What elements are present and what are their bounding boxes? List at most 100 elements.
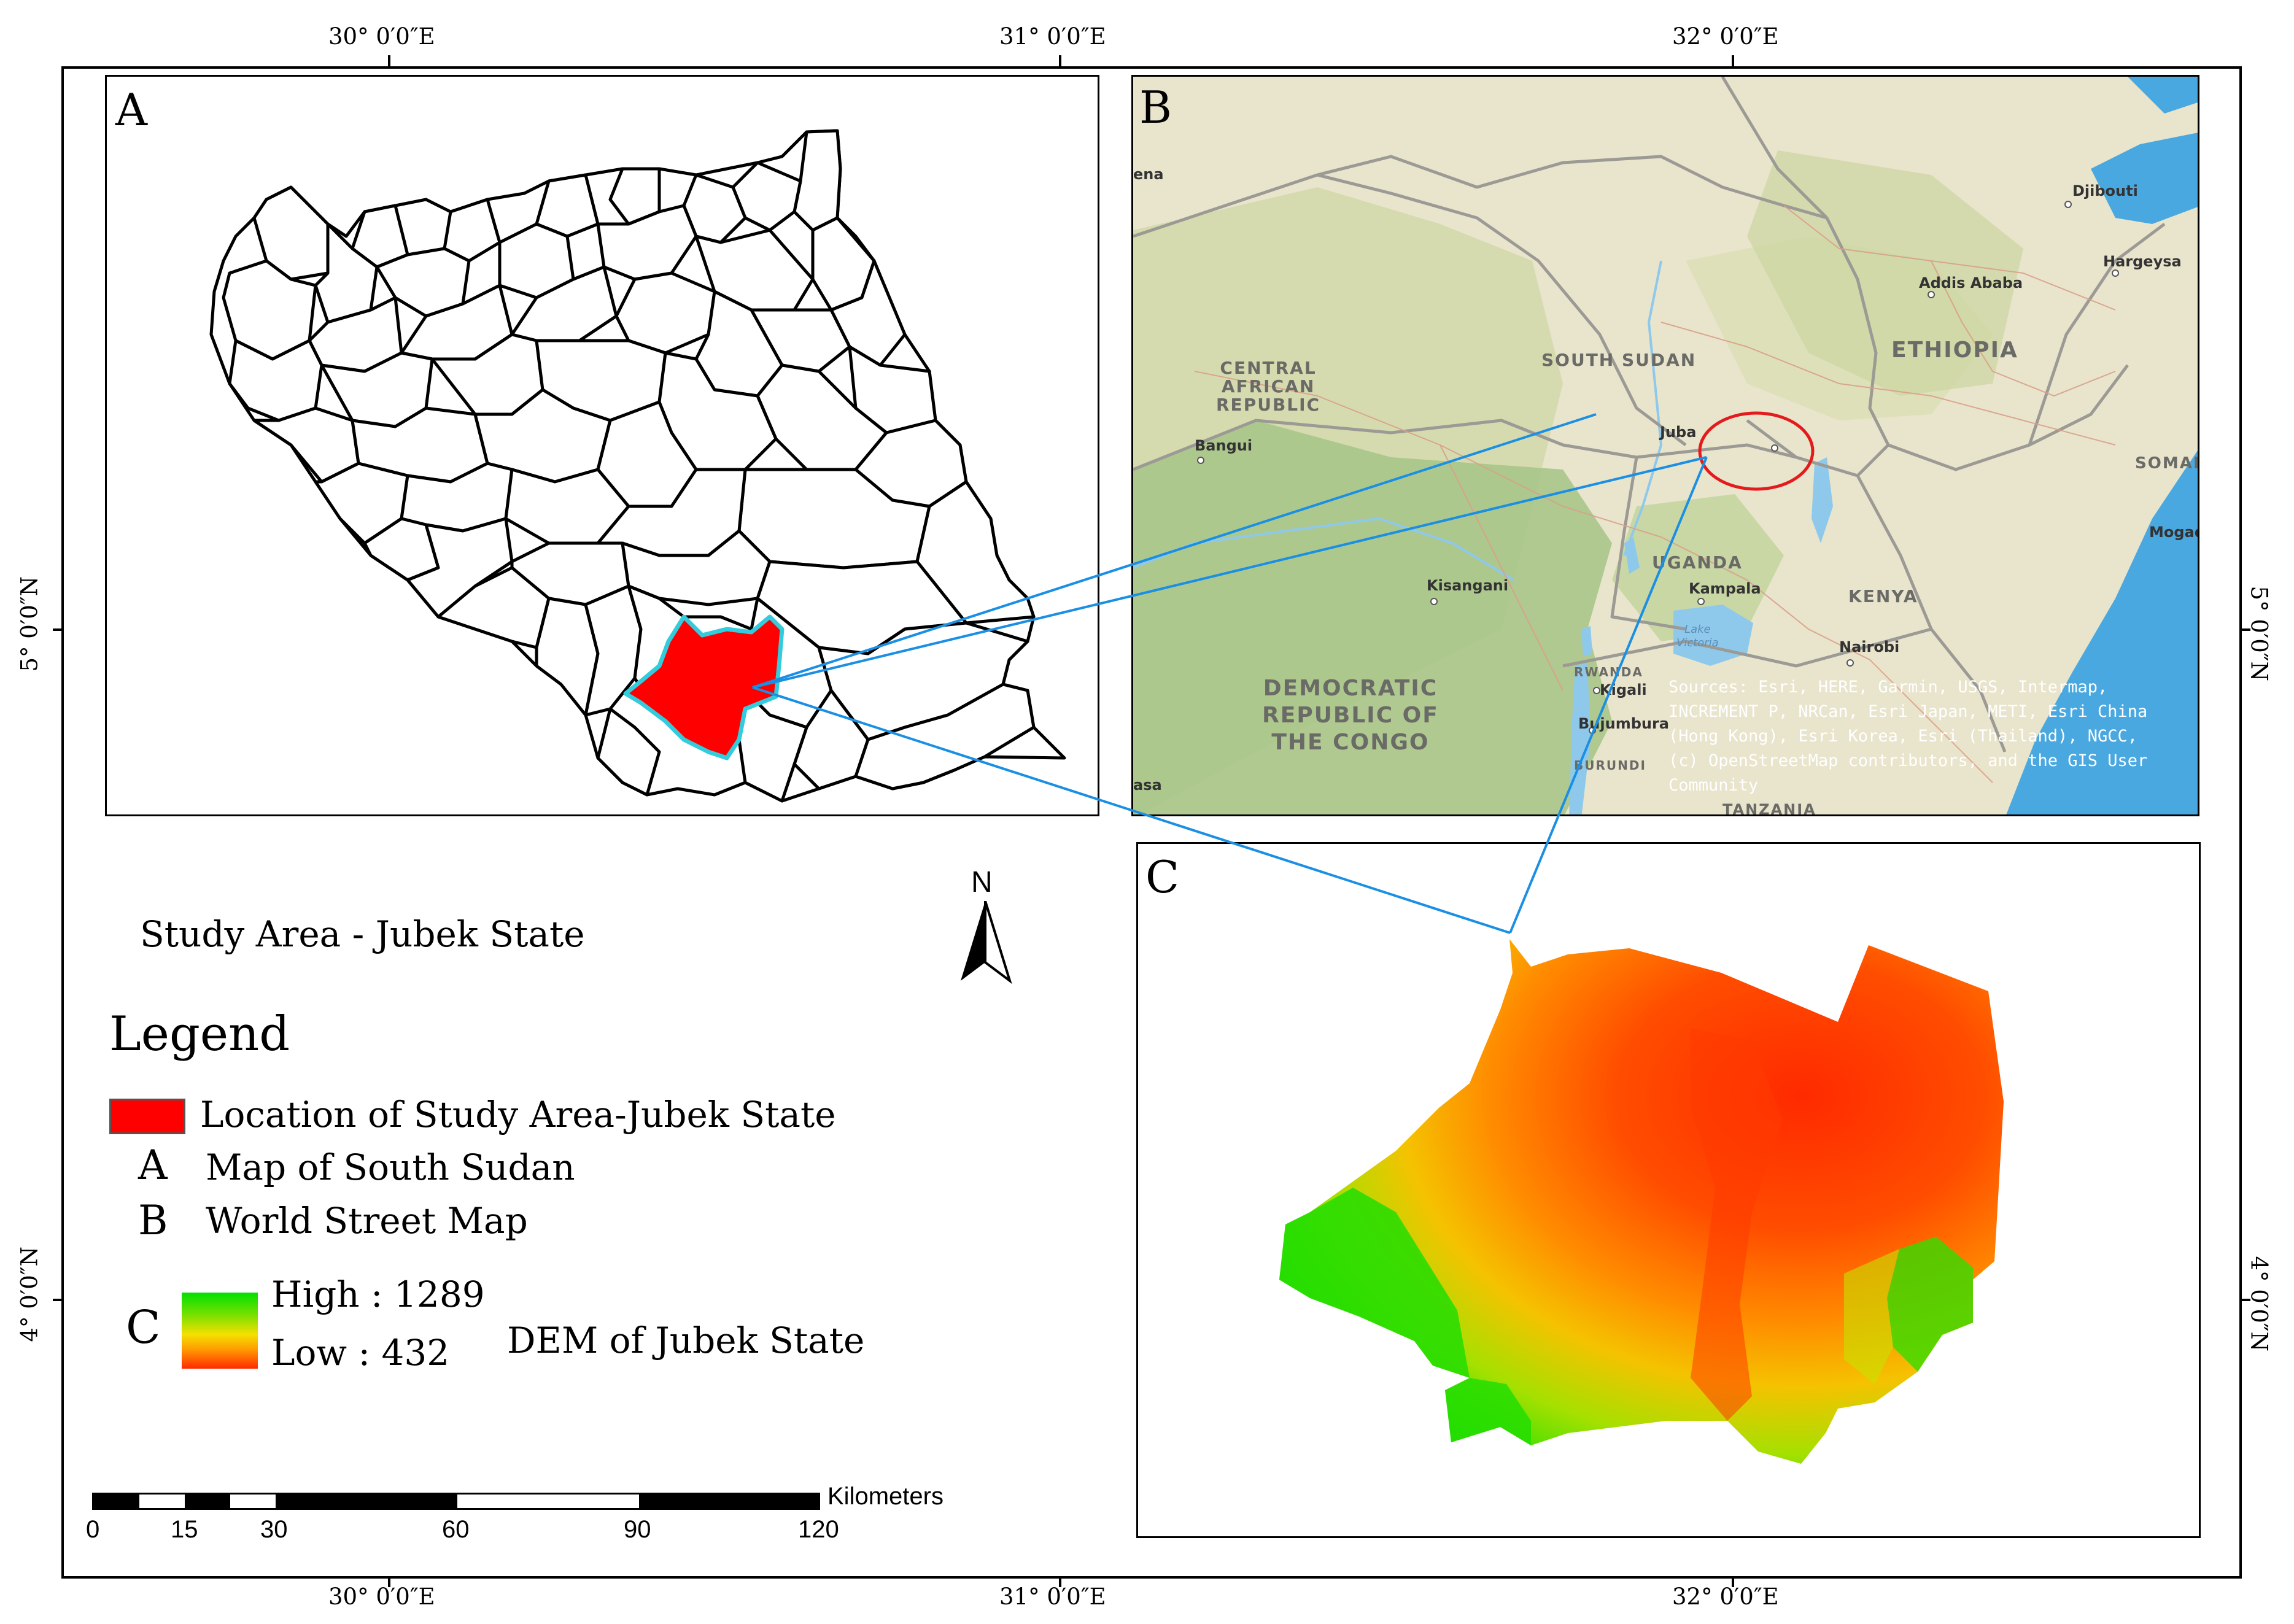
legend-symbol-a: A xyxy=(138,1142,168,1189)
dem-yellow-east xyxy=(1844,1249,1899,1384)
map-frame xyxy=(61,66,2242,1579)
dem-red-valley xyxy=(1691,1028,1783,1421)
label-rwanda: RWANDA xyxy=(1574,665,1643,679)
label-uganda: UGANDA xyxy=(1652,552,1743,573)
city-ena: ena xyxy=(1133,166,1164,183)
city-dot-addis xyxy=(1928,291,1935,298)
city-juba: Juba xyxy=(1660,423,1697,441)
right-tick-5 xyxy=(2239,628,2250,631)
scale-seg-top-white xyxy=(94,1494,818,1499)
map-sources-attribution: Sources: Esri, HERE, Garmin, USGS, Inter… xyxy=(1668,678,2148,795)
red-sea-corner xyxy=(2128,77,2198,114)
county xyxy=(535,173,600,238)
top-lon-31: 31° 0′0″E xyxy=(999,23,1106,50)
study-area-title: Study Area - Jubek State xyxy=(140,913,585,955)
city-dot-juba xyxy=(1771,444,1778,452)
scale-seg-3 xyxy=(276,1494,457,1508)
city-dot-kisangani xyxy=(1430,598,1438,605)
label-south-sudan: SOUTH SUDAN xyxy=(1541,350,1697,370)
vegetation-ethiopia xyxy=(1747,150,2023,396)
vegetation-congo xyxy=(1133,420,1612,814)
top-lon-30: 30° 0′0″E xyxy=(328,23,435,50)
city-dot-bangui xyxy=(1197,457,1204,464)
county xyxy=(614,271,716,355)
panel-a: A xyxy=(105,75,1099,816)
south-sudan-map xyxy=(209,129,1066,803)
left-lat-5: 5° 0′0″N xyxy=(16,576,43,672)
bottom-tick-30 xyxy=(388,1576,390,1587)
label-car: CENTRAL AFRICAN REPUBLIC xyxy=(1216,358,1321,415)
county xyxy=(596,707,661,797)
city-kisangani: Kisangani xyxy=(1427,577,1509,594)
scale-tick-60: 60 xyxy=(442,1516,470,1543)
scale-seg-1 xyxy=(94,1494,139,1508)
legend-dem-high: High : 1289 xyxy=(271,1274,485,1315)
city-dot-kampala xyxy=(1697,598,1705,605)
bottom-lon-31: 31° 0′0″E xyxy=(999,1583,1106,1610)
left-tick-4 xyxy=(53,1299,64,1301)
jubek-dem-polygon xyxy=(1279,939,2004,1464)
legend-item-map-south-sudan: Map of South Sudan xyxy=(206,1146,575,1188)
city-mogad: Mogad xyxy=(2149,524,2199,541)
scale-unit: Kilometers xyxy=(827,1483,944,1510)
top-tick-32 xyxy=(1732,55,1734,66)
city-kampala: Kampala xyxy=(1689,580,1761,597)
city-dot-kigali xyxy=(1593,687,1600,694)
label-kenya: KENYA xyxy=(1848,586,1918,606)
juba-highlight-circle xyxy=(1698,411,1815,491)
scale-tick-0: 0 xyxy=(86,1516,100,1543)
legend-dem-label: DEM of Jubek State xyxy=(507,1320,865,1361)
ocean xyxy=(2006,450,2198,814)
bottom-lon-32: 32° 0′0″E xyxy=(1672,1583,1779,1610)
scale-tick-120: 120 xyxy=(798,1516,839,1543)
gulf-of-aden xyxy=(2091,133,2198,224)
label-burundi: BURUNDI xyxy=(1574,758,1646,773)
scale-seg-4 xyxy=(639,1494,818,1508)
bottom-tick-31 xyxy=(1059,1576,1061,1587)
city-bujumbura: Bujumbura xyxy=(1578,715,1669,732)
city-kigali: Kigali xyxy=(1600,681,1647,698)
city-bangui: Bangui xyxy=(1195,437,1253,454)
lake-kivu xyxy=(1581,626,1592,657)
dem-green-south xyxy=(1445,1378,1531,1445)
label-ethiopia: ETHIOPIA xyxy=(1891,338,2018,363)
scale-tick-90: 90 xyxy=(624,1516,651,1543)
legend-dem-colorbar xyxy=(182,1293,258,1369)
label-lake-victoria: Lake Victoria xyxy=(1676,623,1719,649)
border-car-ssudan xyxy=(1133,173,1687,446)
bottom-tick-32 xyxy=(1732,1576,1734,1587)
city-addis-ababa: Addis Ababa xyxy=(1919,274,2023,292)
legend-symbol-c: C xyxy=(126,1301,161,1354)
border-ethiopia-north xyxy=(1721,77,1828,219)
legend-swatch-study-area xyxy=(109,1099,185,1134)
top-tick-31 xyxy=(1059,55,1061,66)
left-tick-5 xyxy=(53,628,64,631)
panel-a-letter: A xyxy=(115,84,147,136)
border-somalia xyxy=(2028,223,2166,446)
right-tick-4 xyxy=(2239,1299,2250,1301)
bottom-lon-30: 30° 0′0″E xyxy=(328,1583,435,1610)
top-lon-32: 32° 0′0″E xyxy=(1672,23,1779,50)
panel-b: B CENTRAL AFRICAN REPUBLIC SOUTH SUDAN E… xyxy=(1131,75,2199,816)
top-tick-30 xyxy=(388,55,390,66)
county xyxy=(436,566,551,649)
county xyxy=(443,198,502,263)
legend-dem-low: Low : 432 xyxy=(271,1332,450,1374)
lake-turkana xyxy=(1812,457,1833,543)
dem-map xyxy=(1279,939,2004,1464)
border-sudan-ssudan xyxy=(1317,155,1827,220)
city-asa: asa xyxy=(1133,776,1162,794)
north-arrow-icon xyxy=(961,901,1012,984)
city-dot-nairobi xyxy=(1846,659,1854,667)
city-hargeysa: Hargeysa xyxy=(2103,253,2182,270)
scale-seg-2 xyxy=(185,1494,230,1508)
city-dot-djibouti xyxy=(2064,201,2072,208)
scale-tick-30: 30 xyxy=(260,1516,288,1543)
legend-item-study-area: Location of Study Area-Jubek State xyxy=(200,1094,836,1135)
label-tanzania: TANZANIA xyxy=(1722,801,1816,816)
label-somal: SOMAL xyxy=(2135,454,2199,473)
left-lat-4: 4° 0′0″N xyxy=(16,1247,43,1342)
north-arrow-label: N xyxy=(971,866,993,899)
panel-c: C xyxy=(1136,842,2201,1538)
legend-item-world-street-map: World Street Map xyxy=(206,1200,528,1242)
